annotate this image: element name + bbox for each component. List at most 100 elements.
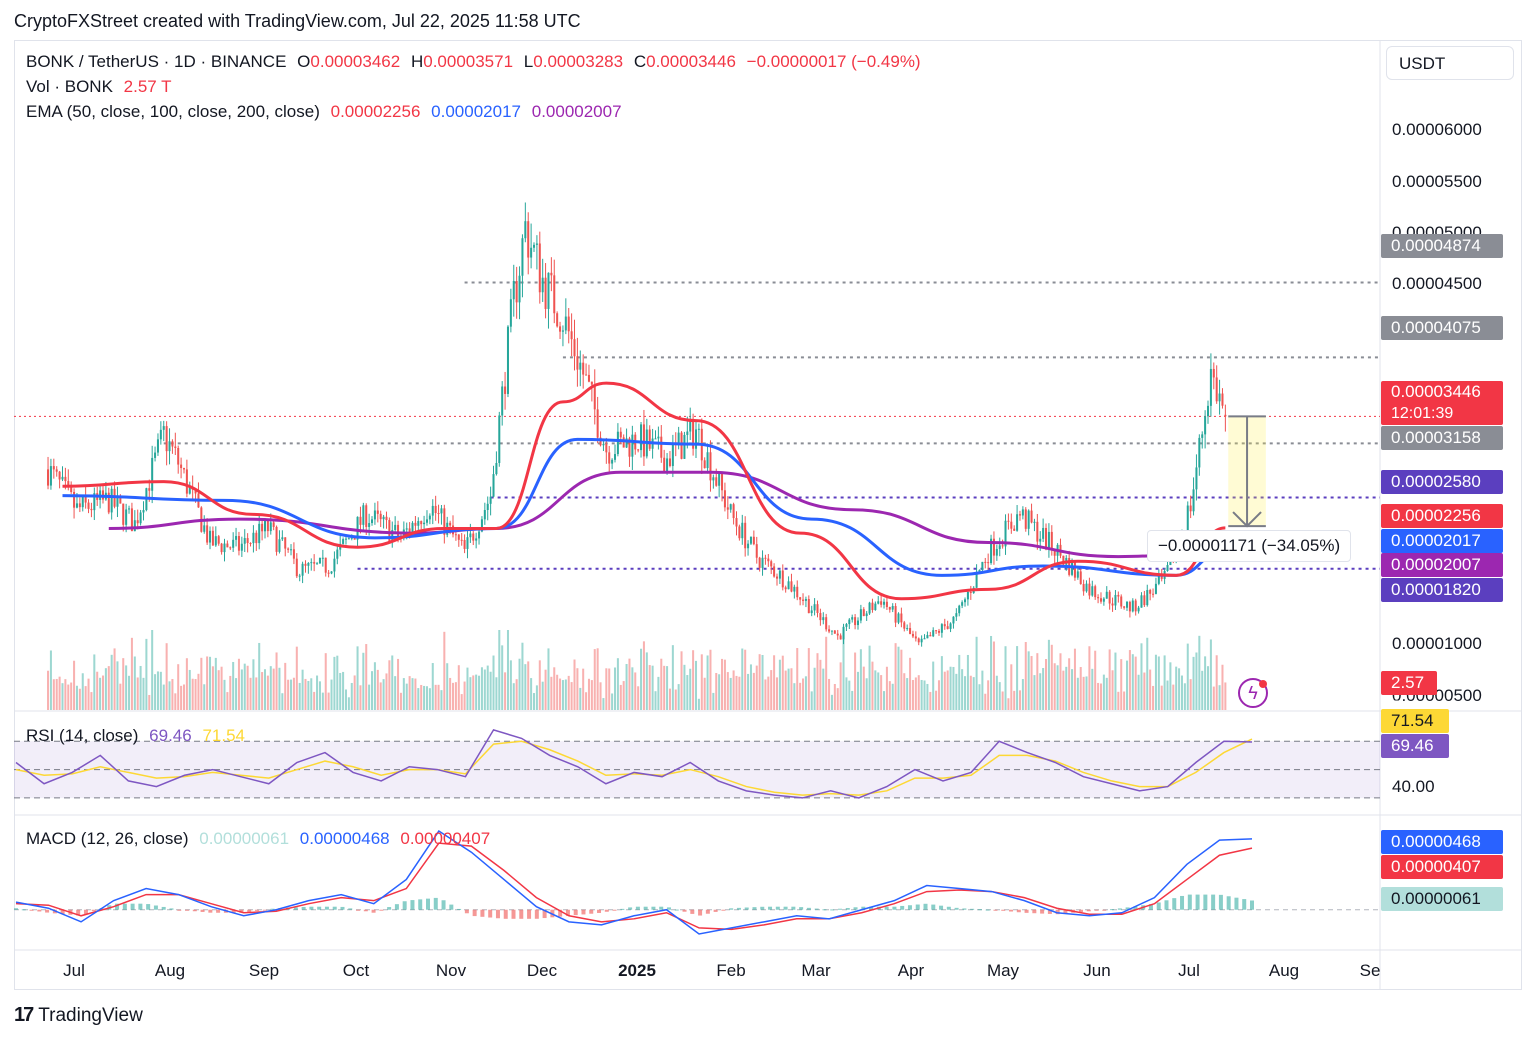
candle-body <box>1062 555 1065 565</box>
x-tick: Se <box>1359 961 1381 980</box>
candle-body <box>501 386 504 416</box>
volume-bar <box>1108 649 1111 710</box>
macd-histogram-bar <box>122 903 127 910</box>
volume-bar <box>851 690 854 710</box>
volume-bar <box>246 665 249 710</box>
candle-body <box>686 431 689 435</box>
macd-histogram-bar <box>441 900 446 910</box>
volume-bar <box>420 684 423 710</box>
volume-bar <box>125 665 128 710</box>
volume-bar <box>747 673 750 710</box>
volume-bar <box>185 658 188 710</box>
volume-bar <box>674 689 677 710</box>
volume-bar <box>501 645 504 710</box>
volume-bar <box>923 680 926 710</box>
volume-bar <box>191 678 194 710</box>
candle-body <box>1195 467 1198 490</box>
candle-body <box>194 489 197 494</box>
candle-body <box>689 419 692 432</box>
volume-bar <box>856 671 860 710</box>
volume-bar <box>868 645 871 710</box>
open-value: 0.00003462 <box>310 52 401 71</box>
macd-histogram-bar <box>340 906 345 910</box>
candle-body <box>93 493 96 511</box>
candle-body <box>1085 583 1088 592</box>
candle-body <box>923 638 926 640</box>
volume-bar <box>509 660 512 710</box>
candle-body <box>454 534 457 536</box>
volume-bar <box>819 659 822 710</box>
volume-bar <box>142 677 145 710</box>
volume-bar <box>1126 660 1129 710</box>
volume-bar <box>1036 653 1039 710</box>
candle-body <box>856 620 860 626</box>
volume-bar <box>793 683 796 710</box>
volume-bar <box>1001 691 1004 710</box>
volume-bar <box>1042 668 1045 710</box>
symbol-label[interactable]: BONK / TetherUS · 1D · BINANCE <box>26 52 287 71</box>
candle-body <box>151 457 154 491</box>
volume-bar <box>654 691 657 710</box>
volume-bar <box>61 683 64 710</box>
rsi-label[interactable]: RSI (14, close) <box>26 726 139 745</box>
macd-label[interactable]: MACD (12, 26, close) <box>26 829 189 848</box>
volume-bar <box>101 675 105 710</box>
currency-button[interactable]: USDT <box>1386 46 1514 80</box>
candle-body <box>723 490 726 508</box>
y-tick: 0.00001000 <box>1392 634 1482 653</box>
tradingview-logo[interactable]: 17 TradingView <box>14 1004 143 1027</box>
candle-body <box>90 508 93 511</box>
volume-bar <box>694 660 698 710</box>
candle-body <box>822 617 825 621</box>
candle-body <box>530 247 533 258</box>
candle-body <box>301 563 304 576</box>
candle-body <box>796 586 799 598</box>
candle-body <box>932 630 935 637</box>
lightning-icon[interactable]: ϟ <box>1238 678 1268 708</box>
candle-body <box>414 522 417 526</box>
volume-bar <box>631 667 634 710</box>
volume-bar <box>790 668 793 710</box>
volume-bar <box>55 678 58 710</box>
volume-bar <box>171 678 174 710</box>
volume-bar <box>235 678 238 710</box>
volume-bar <box>454 682 457 710</box>
candle-body <box>168 441 171 452</box>
macd-histogram-bar <box>993 909 998 911</box>
candle-body <box>593 384 596 410</box>
ema50-line <box>62 381 1226 601</box>
macd-histogram-bar <box>744 907 749 910</box>
tradingview-mark-icon: 17 <box>14 1004 34 1026</box>
macd-histogram-bar <box>907 905 912 910</box>
candle-body <box>1126 601 1129 608</box>
candle-body <box>793 586 796 592</box>
candle-body <box>292 549 295 559</box>
volume-bar <box>764 679 767 710</box>
volume-bar <box>385 673 388 710</box>
macd-histogram-bar <box>612 909 617 911</box>
candle-body <box>1082 584 1085 592</box>
volume-bar <box>122 658 125 710</box>
volume-bar <box>972 677 975 710</box>
macd-histogram-bar <box>208 909 213 913</box>
candle-body <box>851 617 854 620</box>
ema-label[interactable]: EMA (50, close, 100, close, 200, close) <box>26 102 320 121</box>
volume-bar <box>443 631 446 710</box>
volume-bar <box>651 665 654 710</box>
volume-bar <box>1065 666 1068 710</box>
volume-bar <box>182 684 186 710</box>
macd-histogram-bar <box>130 903 135 910</box>
candle-body <box>1128 601 1131 612</box>
candle-body <box>344 538 347 540</box>
candle-body <box>1140 595 1143 608</box>
candle-body <box>590 381 593 385</box>
volume-bar <box>446 663 449 710</box>
close-label: C <box>633 52 647 71</box>
volume-label[interactable]: Vol · BONK <box>26 77 113 96</box>
x-tick: Oct <box>342 961 370 980</box>
volume-bar <box>723 659 726 710</box>
volume-bar <box>917 675 920 710</box>
volume-bar <box>1117 691 1120 710</box>
macd-histogram-bar <box>1203 894 1208 910</box>
